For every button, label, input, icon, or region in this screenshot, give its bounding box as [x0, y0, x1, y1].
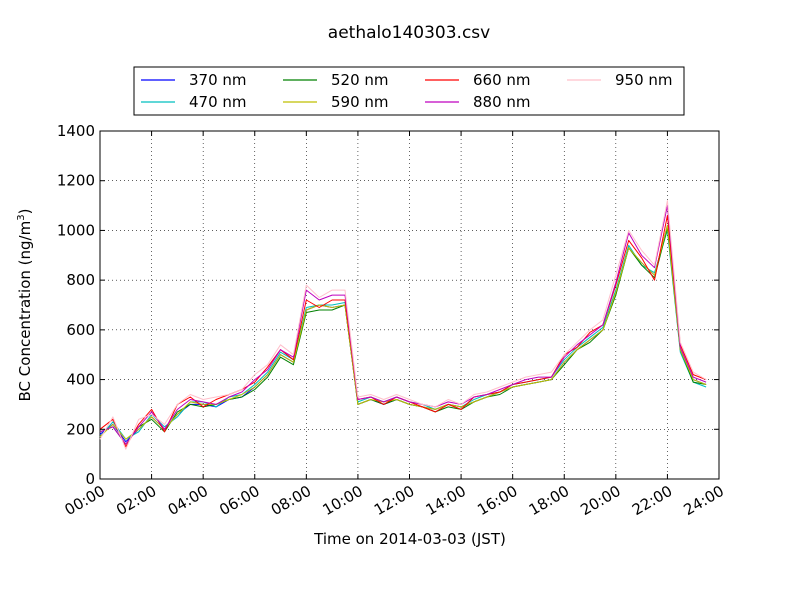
legend-label: 590 nm	[331, 93, 389, 111]
legend-label: 470 nm	[189, 93, 247, 111]
y-tick-label: 800	[66, 271, 95, 289]
legend-items: 370 nm 470 nm 520 nm 590 nm 660 nm 880 nm 950 …	[141, 71, 673, 111]
x-tick-label: 06:00	[216, 482, 262, 519]
legend-label: 660 nm	[473, 71, 531, 89]
legend-label: 880 nm	[473, 93, 531, 111]
y-tick-label: 600	[66, 321, 95, 339]
x-tick-label: 14:00	[423, 482, 469, 519]
x-axis-label: Time on 2014-03-03 (JST)	[313, 530, 506, 548]
y-axis-label-superscript: 3	[16, 214, 27, 220]
x-tick-label: 16:00	[474, 482, 520, 519]
y-axis-label: BC Concentration (ng/m3)	[16, 209, 34, 402]
legend-label: 520 nm	[331, 71, 389, 89]
y-axis-ticks: 0 200 400 600 800 1000 1200 1400	[57, 122, 719, 488]
y-tick-label: 200	[66, 420, 95, 438]
x-tick-label: 10:00	[319, 482, 365, 519]
plot-area	[99, 130, 720, 480]
x-tick-label: 08:00	[268, 482, 314, 519]
y-axis-label-main: BC Concentration (ng/m	[16, 221, 34, 402]
chart-title: aethalo140303.csv	[328, 23, 490, 43]
x-tick-label: 22:00	[629, 482, 675, 519]
y-tick-label: 1200	[57, 172, 95, 190]
y-tick-label: 0	[85, 470, 95, 488]
series-line-590-nm	[99, 225, 707, 440]
legend-box	[133, 66, 685, 116]
x-tick-label: 20:00	[577, 482, 623, 519]
x-tick-label: 12:00	[371, 482, 417, 519]
x-tick-label: 18:00	[526, 482, 572, 519]
series-line-880-nm	[99, 205, 707, 445]
legend: 370 nm 470 nm 520 nm 590 nm 660 nm 880 nm 950 …	[133, 66, 685, 116]
legend-label: 950 nm	[615, 71, 673, 89]
y-tick-label: 1000	[57, 221, 95, 239]
series-lines	[99, 200, 707, 450]
y-tick-label: 1400	[57, 122, 95, 140]
series-line-950-nm	[99, 200, 707, 450]
x-tick-label: 24:00	[681, 482, 727, 519]
x-tick-label: 02:00	[113, 482, 159, 519]
y-tick-label: 400	[66, 371, 95, 389]
legend-label: 370 nm	[189, 71, 247, 89]
y-axis-label-tail: )	[16, 209, 34, 215]
x-tick-label: 04:00	[165, 482, 211, 519]
